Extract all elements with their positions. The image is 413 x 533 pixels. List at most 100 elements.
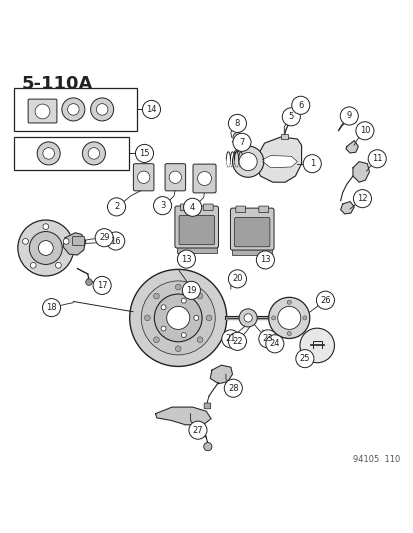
Text: 12: 12 bbox=[356, 194, 367, 203]
FancyBboxPatch shape bbox=[165, 164, 185, 191]
Circle shape bbox=[63, 238, 69, 244]
Circle shape bbox=[161, 326, 166, 331]
Circle shape bbox=[67, 103, 79, 115]
Circle shape bbox=[107, 232, 124, 250]
Circle shape bbox=[137, 171, 150, 183]
Circle shape bbox=[183, 198, 201, 216]
Text: 15: 15 bbox=[139, 149, 150, 158]
Circle shape bbox=[93, 277, 111, 294]
Circle shape bbox=[282, 108, 299, 126]
Circle shape bbox=[256, 251, 274, 269]
Circle shape bbox=[175, 284, 180, 290]
FancyBboxPatch shape bbox=[230, 208, 273, 250]
FancyBboxPatch shape bbox=[178, 215, 214, 245]
Circle shape bbox=[82, 142, 105, 165]
Polygon shape bbox=[63, 233, 85, 255]
Circle shape bbox=[182, 281, 200, 300]
FancyBboxPatch shape bbox=[192, 164, 216, 193]
Text: 21: 21 bbox=[225, 334, 235, 343]
Circle shape bbox=[367, 150, 385, 168]
Polygon shape bbox=[262, 156, 297, 168]
Circle shape bbox=[135, 144, 153, 163]
Circle shape bbox=[141, 281, 215, 355]
Circle shape bbox=[233, 133, 250, 151]
Circle shape bbox=[166, 306, 189, 329]
FancyBboxPatch shape bbox=[14, 137, 128, 170]
Circle shape bbox=[295, 350, 313, 368]
Circle shape bbox=[258, 330, 276, 348]
Circle shape bbox=[233, 132, 242, 142]
Polygon shape bbox=[352, 161, 368, 182]
Circle shape bbox=[265, 335, 283, 353]
Circle shape bbox=[35, 104, 50, 119]
Circle shape bbox=[181, 298, 186, 303]
Text: 3: 3 bbox=[159, 201, 165, 210]
Circle shape bbox=[129, 269, 226, 366]
FancyBboxPatch shape bbox=[258, 206, 268, 213]
Text: 7: 7 bbox=[239, 138, 244, 147]
Circle shape bbox=[302, 316, 306, 320]
Circle shape bbox=[90, 98, 114, 121]
Text: 19: 19 bbox=[186, 286, 196, 295]
FancyBboxPatch shape bbox=[72, 237, 84, 246]
Polygon shape bbox=[345, 141, 358, 153]
FancyBboxPatch shape bbox=[203, 204, 213, 211]
Text: 22: 22 bbox=[232, 337, 242, 346]
Polygon shape bbox=[155, 407, 211, 425]
FancyBboxPatch shape bbox=[180, 204, 190, 211]
Circle shape bbox=[228, 270, 246, 288]
FancyBboxPatch shape bbox=[235, 206, 245, 213]
Circle shape bbox=[142, 100, 160, 118]
Circle shape bbox=[197, 172, 211, 185]
FancyBboxPatch shape bbox=[234, 217, 269, 247]
Circle shape bbox=[228, 115, 246, 132]
Circle shape bbox=[153, 293, 159, 299]
Text: 25: 25 bbox=[299, 354, 309, 363]
Circle shape bbox=[169, 171, 181, 183]
Circle shape bbox=[228, 332, 246, 350]
Circle shape bbox=[95, 229, 113, 247]
Circle shape bbox=[29, 231, 62, 264]
Circle shape bbox=[88, 148, 100, 159]
Circle shape bbox=[243, 314, 252, 322]
Circle shape bbox=[197, 293, 202, 299]
Circle shape bbox=[85, 279, 92, 285]
Circle shape bbox=[154, 294, 202, 342]
Circle shape bbox=[23, 238, 28, 244]
Circle shape bbox=[355, 122, 373, 140]
FancyBboxPatch shape bbox=[280, 134, 287, 139]
Circle shape bbox=[197, 337, 202, 343]
Circle shape bbox=[203, 442, 211, 451]
Text: 28: 28 bbox=[228, 384, 238, 393]
Circle shape bbox=[153, 197, 171, 215]
Circle shape bbox=[221, 330, 239, 348]
Text: 94105  110: 94105 110 bbox=[352, 455, 399, 464]
Circle shape bbox=[238, 152, 256, 171]
Polygon shape bbox=[210, 365, 232, 384]
FancyBboxPatch shape bbox=[28, 99, 57, 123]
Circle shape bbox=[55, 262, 61, 268]
Circle shape bbox=[153, 337, 159, 343]
Circle shape bbox=[271, 316, 275, 320]
Text: 4: 4 bbox=[190, 203, 195, 212]
Circle shape bbox=[62, 98, 85, 121]
Text: 6: 6 bbox=[297, 101, 303, 110]
Circle shape bbox=[38, 240, 53, 255]
Circle shape bbox=[268, 297, 309, 338]
Circle shape bbox=[43, 148, 54, 159]
Text: 8: 8 bbox=[234, 119, 240, 128]
FancyBboxPatch shape bbox=[133, 164, 154, 191]
Text: 1: 1 bbox=[309, 159, 314, 168]
Text: 14: 14 bbox=[146, 105, 157, 114]
Circle shape bbox=[177, 250, 195, 268]
Circle shape bbox=[107, 198, 125, 216]
FancyBboxPatch shape bbox=[204, 403, 210, 409]
Text: 17: 17 bbox=[97, 281, 107, 290]
Text: 11: 11 bbox=[371, 154, 382, 163]
Text: 13: 13 bbox=[259, 255, 270, 264]
Circle shape bbox=[238, 309, 256, 327]
Circle shape bbox=[18, 220, 74, 276]
Text: 18: 18 bbox=[46, 303, 57, 312]
Circle shape bbox=[302, 155, 320, 173]
Circle shape bbox=[316, 291, 334, 309]
